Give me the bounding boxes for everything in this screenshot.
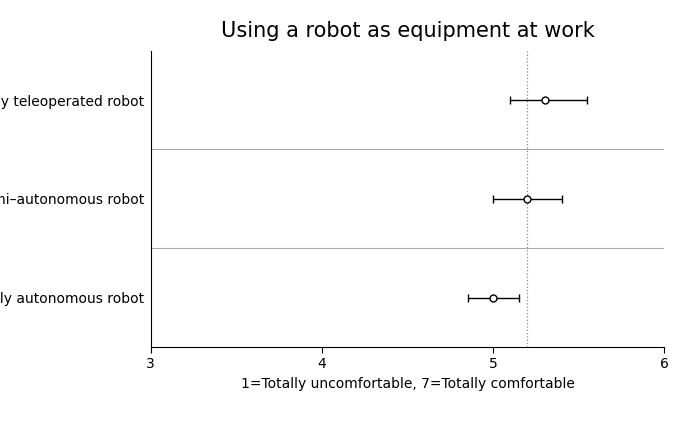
X-axis label: 1=Totally uncomfortable, 7=Totally comfortable: 1=Totally uncomfortable, 7=Totally comfo… [240,377,575,391]
Title: Using a robot as equipment at work: Using a robot as equipment at work [221,21,595,41]
